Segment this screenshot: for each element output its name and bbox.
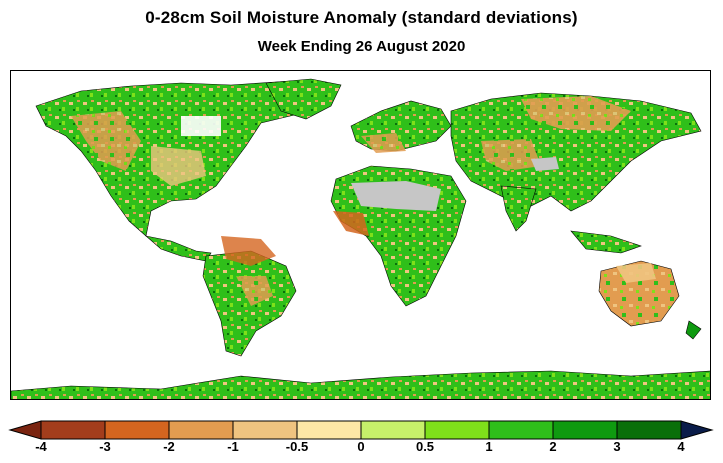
legend-tick-label: -4 [35,439,47,454]
color-legend [8,417,714,448]
antarctica [11,370,710,399]
asia-dry-north [521,96,631,131]
legend-swatch [616,420,682,440]
map-title: 0-28cm Soil Moisture Anomaly (standard d… [145,8,578,27]
legend-tick-label: 4 [677,439,685,454]
legend-tick-label: -1 [227,439,239,454]
legend-swatch [296,420,362,440]
na-dry-central [151,146,206,186]
legend-tick-label: 0.5 [415,439,435,454]
legend-swatch [360,420,426,440]
legend-swatch [488,420,554,440]
legend-tick-label: -0.5 [285,439,309,454]
legend-lower-arrow [8,420,42,440]
world-map [10,70,711,400]
legend-tick-label: 2 [549,439,557,454]
india [500,185,537,232]
legend-swatch [424,420,490,440]
world-map-svg [11,78,710,399]
color-legend-svg [8,420,714,440]
sahara-no-data [351,181,441,211]
asia-dry-central [481,139,541,171]
legend-swatch [104,420,170,440]
sa-dry [221,236,276,266]
europe-dry [361,133,406,153]
legend-upper-arrow [680,420,714,440]
map-subtitle: Week Ending 26 August 2020 [257,38,466,55]
na-dry-west [71,111,141,171]
legend-tick-label: 1 [485,439,493,454]
south-america [202,250,297,357]
legend-tick-label: 0 [357,439,365,454]
legend-swatch [40,420,106,440]
west-africa-dry [333,211,369,236]
tibet-no-data [531,157,559,171]
legend-tick-label: -3 [99,439,111,454]
legend-swatch [552,420,618,440]
greenland [265,78,342,120]
new-zealand [685,320,702,340]
asia [450,92,702,212]
legend-tick-label: -2 [163,439,175,454]
legend-tick-label: 3 [613,439,621,454]
aus-wet-north [616,263,656,283]
central-america [144,235,212,262]
sa-dry-south [236,276,273,306]
legend-swatch [168,420,234,440]
legend-swatch [232,420,298,440]
se-asia-islands [570,230,642,254]
